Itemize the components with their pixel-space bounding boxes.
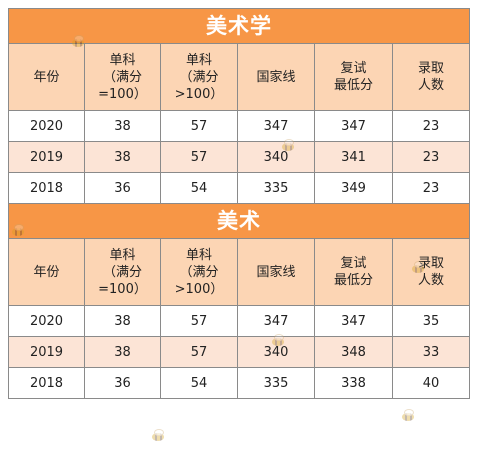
cell: 347 bbox=[314, 305, 393, 337]
cell: 38 bbox=[84, 110, 161, 142]
cell: 341 bbox=[314, 141, 393, 173]
table-row: 2020 38 57 347 347 23 bbox=[8, 110, 471, 142]
cell: 54 bbox=[160, 367, 238, 399]
cell: 40 bbox=[391, 367, 471, 399]
cell: 348 bbox=[314, 336, 393, 368]
header-cell-single-subject-100: 单科 （满分 =100） bbox=[84, 238, 161, 306]
table-row: 2019 38 57 340 348 33 bbox=[8, 336, 471, 368]
header-cell-admitted: 录取 人数 bbox=[391, 43, 471, 111]
header-cell-single-subject-over-100: 单科 （满分 >100） bbox=[160, 43, 238, 111]
cell: 57 bbox=[160, 305, 238, 337]
cell: 2018 bbox=[8, 367, 85, 399]
cell: 347 bbox=[237, 110, 315, 142]
header-row: 年份 单科 （满分 =100） 单科 （满分 >100） 国家线 复试 最低分 … bbox=[8, 43, 471, 111]
section-title-row: 美术 bbox=[7, 203, 471, 239]
header-cell-retest-min: 复试 最低分 bbox=[314, 238, 393, 306]
cell: 2018 bbox=[8, 172, 85, 204]
bee-logo-icon bbox=[150, 429, 166, 442]
cell: 347 bbox=[237, 305, 315, 337]
header-row: 年份 单科 （满分 =100） 单科 （满分 >100） 国家线 复试 最低分 … bbox=[8, 238, 471, 306]
cell: 23 bbox=[391, 141, 471, 173]
cell: 38 bbox=[84, 336, 161, 368]
cell: 335 bbox=[237, 367, 315, 399]
cell: 38 bbox=[84, 305, 161, 337]
table-row: 2019 38 57 340 341 23 bbox=[8, 141, 471, 173]
section-title: 美术 bbox=[7, 203, 471, 239]
cell: 340 bbox=[237, 141, 315, 173]
cell: 2019 bbox=[8, 336, 85, 368]
bee-logo-icon bbox=[400, 409, 416, 422]
table-row: 2018 36 54 335 338 40 bbox=[8, 367, 471, 399]
header-cell-year: 年份 bbox=[8, 238, 85, 306]
cell: 23 bbox=[391, 110, 471, 142]
section-title-row: 美术学 bbox=[7, 8, 471, 44]
cell: 340 bbox=[237, 336, 315, 368]
score-table: 美术学 年份 单科 （满分 =100） 单科 （满分 >100） 国家线 复试 … bbox=[7, 8, 471, 399]
header-cell-retest-min: 复试 最低分 bbox=[314, 43, 393, 111]
section-title: 美术学 bbox=[7, 8, 471, 44]
cell: 57 bbox=[160, 141, 238, 173]
header-cell-single-subject-100: 单科 （满分 =100） bbox=[84, 43, 161, 111]
header-cell-national-line: 国家线 bbox=[237, 238, 315, 306]
header-cell-national-line: 国家线 bbox=[237, 43, 315, 111]
table-row: 2018 36 54 335 349 23 bbox=[8, 172, 471, 204]
cell: 2020 bbox=[8, 110, 85, 142]
cell: 338 bbox=[314, 367, 393, 399]
cell: 335 bbox=[237, 172, 315, 204]
cell: 33 bbox=[391, 336, 471, 368]
cell: 35 bbox=[391, 305, 471, 337]
cell: 57 bbox=[160, 110, 238, 142]
cell: 2020 bbox=[8, 305, 85, 337]
score-tables-container: 美术学 年份 单科 （满分 =100） 单科 （满分 >100） 国家线 复试 … bbox=[7, 8, 471, 399]
cell: 349 bbox=[314, 172, 393, 204]
cell: 36 bbox=[84, 172, 161, 204]
cell: 23 bbox=[391, 172, 471, 204]
cell: 38 bbox=[84, 141, 161, 173]
table-row: 2020 38 57 347 347 35 bbox=[8, 305, 471, 337]
cell: 36 bbox=[84, 367, 161, 399]
header-cell-single-subject-over-100: 单科 （满分 >100） bbox=[160, 238, 238, 306]
cell: 2019 bbox=[8, 141, 85, 173]
cell: 57 bbox=[160, 336, 238, 368]
cell: 54 bbox=[160, 172, 238, 204]
header-cell-admitted: 录取 人数 bbox=[391, 238, 471, 306]
header-cell-year: 年份 bbox=[8, 43, 85, 111]
cell: 347 bbox=[314, 110, 393, 142]
